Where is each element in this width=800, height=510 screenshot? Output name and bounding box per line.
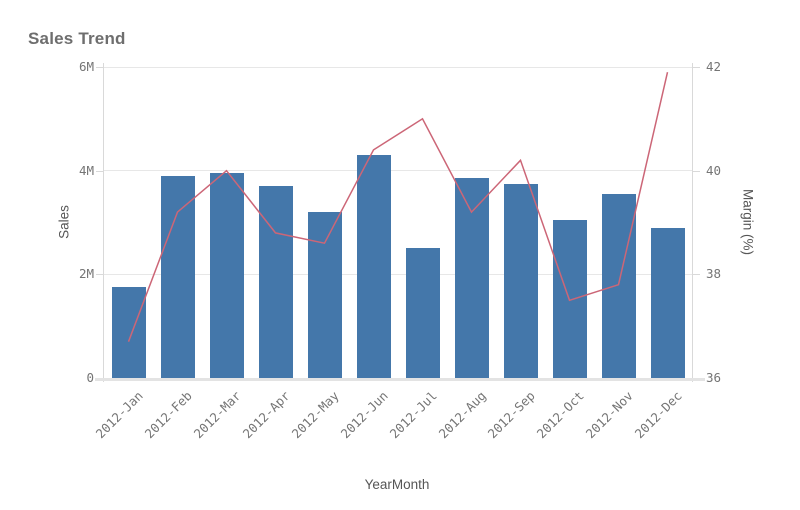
chart-title: Sales Trend (28, 29, 126, 48)
x-tick-label-2012-Mar: 2012-Mar (190, 388, 245, 442)
right-axis-tick-label: 36 (706, 370, 722, 385)
left-axis-tick (96, 170, 104, 172)
sales-bar-2012-Jul[interactable] (405, 248, 440, 378)
x-tick-label-2012-Aug: 2012-Aug (435, 388, 490, 442)
right-axis-tick-label: 38 (706, 266, 722, 282)
left-axis-line (103, 63, 104, 382)
x-axis-line (95, 378, 705, 381)
sales-bar-2012-Jun[interactable] (356, 155, 391, 378)
x-tick-label-2012-Jan: 2012-Jan (92, 388, 147, 442)
gridline (104, 170, 692, 172)
right-axis-tick-label: 42 (706, 59, 722, 74)
sales-bar-2012-Sep[interactable] (503, 183, 538, 378)
x-tick-label-2012-Oct: 2012-Oct (533, 388, 588, 442)
sales-bar-2012-Jan[interactable] (111, 287, 146, 378)
left-axis-tick (96, 67, 104, 68)
sales-bar-2012-Apr[interactable] (258, 186, 293, 378)
left-axis-tick-label: 0 (86, 370, 94, 385)
x-tick-label-2012-Nov: 2012-Nov (582, 388, 637, 442)
sales-bar-2012-Nov[interactable] (601, 193, 636, 378)
right-axis-tick (692, 170, 700, 172)
x-tick-label-2012-Dec: 2012-Dec (631, 388, 686, 442)
right-axis-tick (692, 67, 700, 68)
left-axis-tick-label: 2M (78, 266, 94, 282)
x-tick-label-2012-Jul: 2012-Jul (386, 388, 441, 442)
x-tick-label-2012-Sep: 2012-Sep (484, 388, 539, 442)
x-tick-label-2012-Feb: 2012-Feb (141, 388, 196, 442)
sales-bar-2012-Feb[interactable] (160, 175, 195, 378)
sales-bar-2012-Dec[interactable] (650, 227, 685, 378)
gridline (104, 66, 692, 68)
x-tick-label-2012-Jun: 2012-Jun (337, 388, 392, 442)
right-axis-tick-label: 40 (706, 162, 722, 178)
sales-bar-2012-May[interactable] (307, 212, 342, 378)
left-axis-title: Sales (56, 205, 72, 239)
sales-bar-2012-Mar[interactable] (209, 173, 244, 378)
left-axis-tick-label: 4M (78, 162, 94, 178)
right-axis-title: Margin (%) (740, 188, 756, 256)
left-axis-tick-label: 6M (78, 59, 94, 74)
sales-bar-2012-Aug[interactable] (454, 178, 489, 378)
x-tick-label-2012-May: 2012-May (288, 388, 343, 442)
sales-bar-2012-Oct[interactable] (552, 219, 587, 378)
right-axis-tick (692, 274, 700, 276)
left-axis-tick (96, 274, 104, 276)
right-axis-line (692, 63, 693, 382)
x-tick-label-2012-Apr: 2012-Apr (239, 388, 294, 442)
x-axis-title: YearMonth (364, 477, 430, 492)
